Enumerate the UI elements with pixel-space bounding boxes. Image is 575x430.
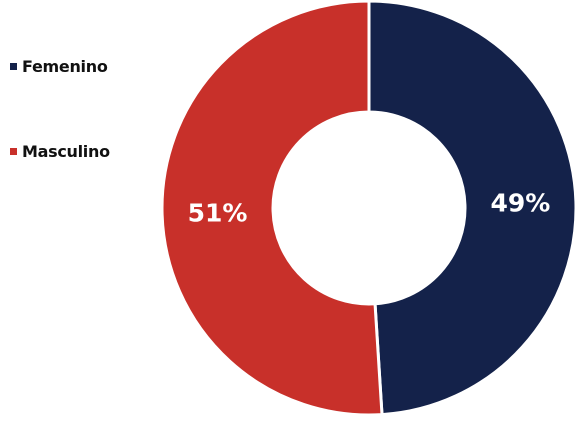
legend-swatch-masculino <box>10 148 17 155</box>
donut-slice-masculino <box>160 0 384 417</box>
legend-label-femenino: Femenino <box>22 57 108 76</box>
donut-slice-femenino <box>367 0 575 417</box>
legend-label-masculino: Masculino <box>22 142 110 161</box>
legend-item-femenino: Femenino <box>10 57 108 76</box>
legend-item-masculino: Masculino <box>10 142 110 161</box>
data-label-femenino: 49% <box>491 189 551 218</box>
legend-swatch-femenino <box>10 63 17 70</box>
data-label-masculino: 51% <box>188 198 248 227</box>
